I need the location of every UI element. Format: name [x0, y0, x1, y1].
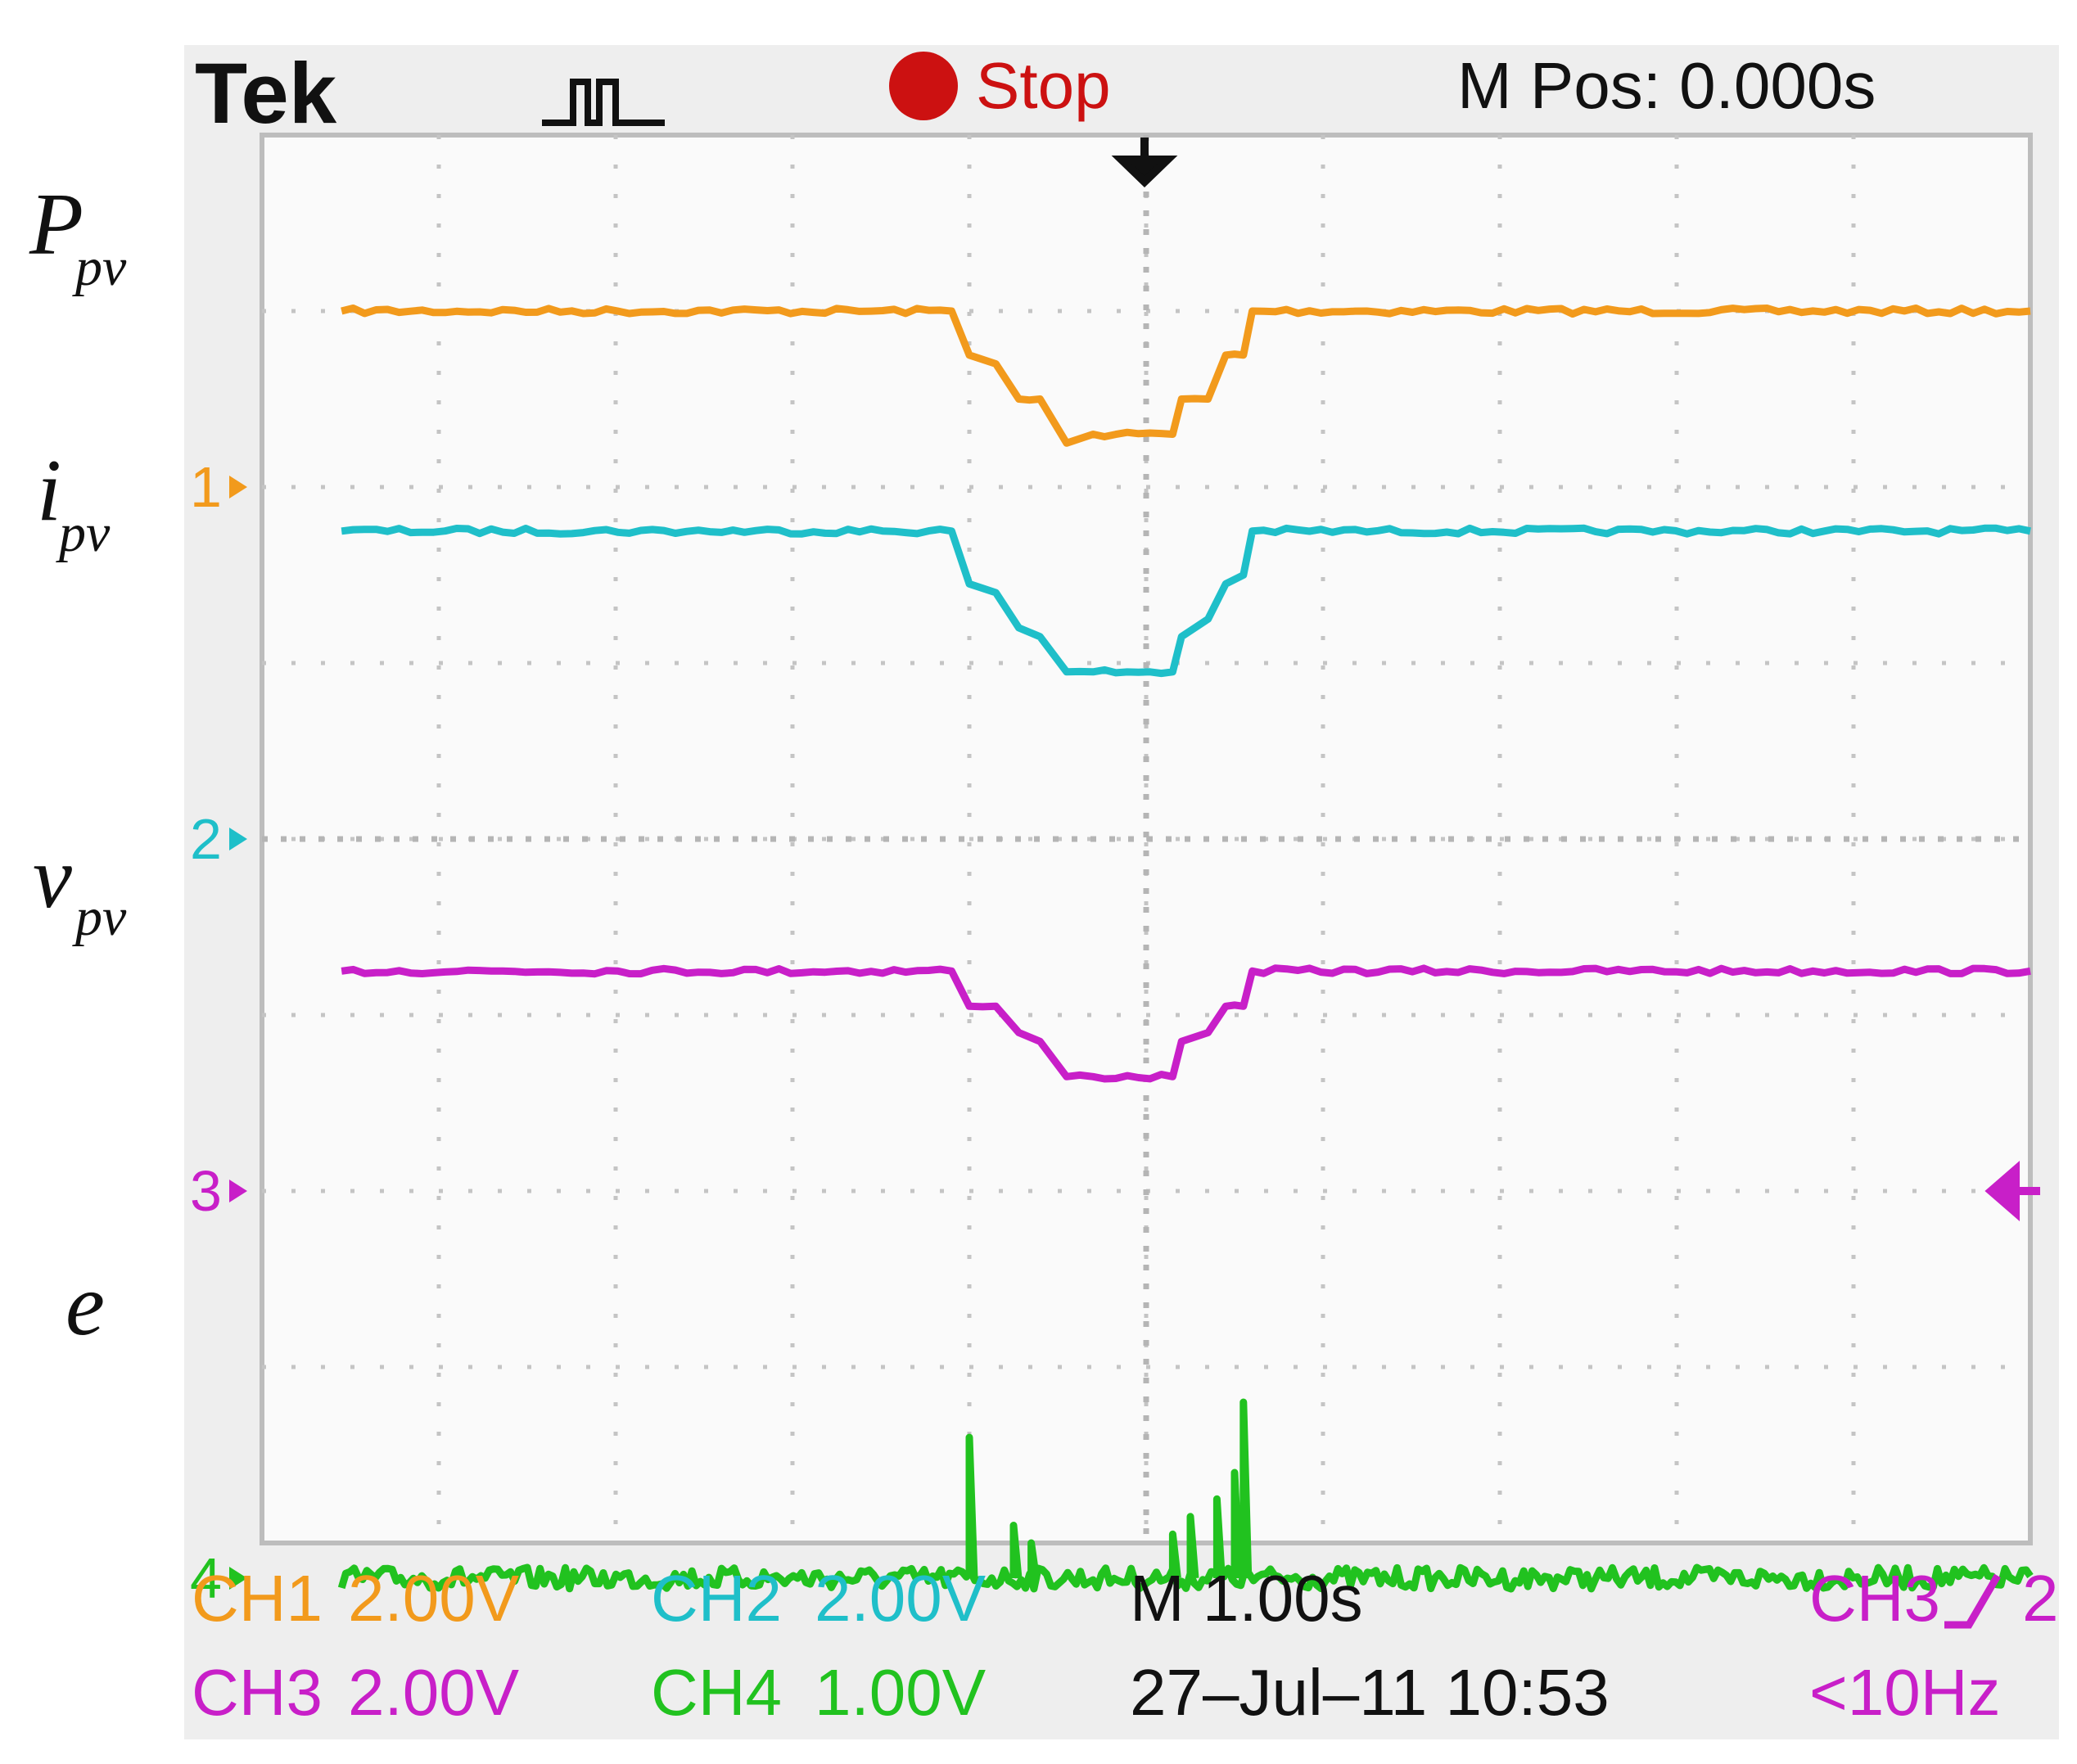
ground-marker-arrow-ch1 [229, 476, 247, 499]
trace-label-p-sub: pv [72, 237, 127, 297]
trace-label-v-sub: pv [72, 887, 127, 947]
trigger-slope-icon [1944, 1573, 2001, 1629]
ground-marker-ch2: 2 [190, 807, 222, 871]
trigger-frequency: <10Hz [1809, 1656, 2000, 1729]
ground-marker-arrow-ch3 [229, 1180, 247, 1202]
trace-label-i-sub: pv [56, 503, 111, 563]
graticule [262, 135, 2030, 1543]
ch1-name: CH1 [192, 1562, 323, 1635]
timebase-readout: M 1.00s [1130, 1562, 1363, 1635]
brand-label: Tek [195, 46, 337, 142]
trigger-source: CH3 [1809, 1562, 1940, 1635]
ch3-name: CH3 [192, 1656, 323, 1729]
trace-label-i: i [37, 442, 61, 539]
trace-ch3 [341, 964, 2031, 1083]
channel-markers: 1 2 3 4 [190, 455, 2040, 1610]
run-state-label: Stop [976, 49, 1111, 122]
trace-label-v: v [33, 829, 72, 927]
ch2-name: CH2 [651, 1562, 782, 1635]
ground-marker-ch3: 3 [190, 1159, 222, 1223]
datetime-readout: 27–Jul–11 10:53 [1130, 1656, 1610, 1729]
ground-marker-ch4: 4 [190, 1546, 222, 1610]
ch4-name: CH4 [651, 1656, 782, 1729]
stop-icon [889, 52, 958, 120]
ch4-scale: 1.00V [815, 1656, 987, 1729]
trigger-pulse-icon [542, 79, 665, 126]
trace-ch2 [341, 524, 2031, 678]
trace-ch1 [341, 305, 2031, 447]
trigger-position-arrow [1111, 138, 1178, 187]
trigger-level-arrow [1984, 1161, 2040, 1221]
ch3-scale: 2.00V [348, 1656, 520, 1729]
ground-marker-arrow-ch4 [229, 1567, 247, 1590]
ch2-scale: 2.00V [815, 1562, 987, 1635]
traces [337, 305, 2034, 1593]
ground-marker-arrow-ch2 [229, 828, 247, 850]
ground-marker-ch1: 1 [190, 455, 222, 519]
position-readout: M Pos: 0.000s [1457, 49, 1876, 122]
trace-ch4 [337, 1398, 2034, 1593]
trace-label-p: P [29, 176, 84, 273]
trace-label-e: e [65, 1256, 105, 1354]
ch1-scale: 2.00V [348, 1562, 520, 1635]
trigger-level: 2 [2022, 1562, 2059, 1635]
